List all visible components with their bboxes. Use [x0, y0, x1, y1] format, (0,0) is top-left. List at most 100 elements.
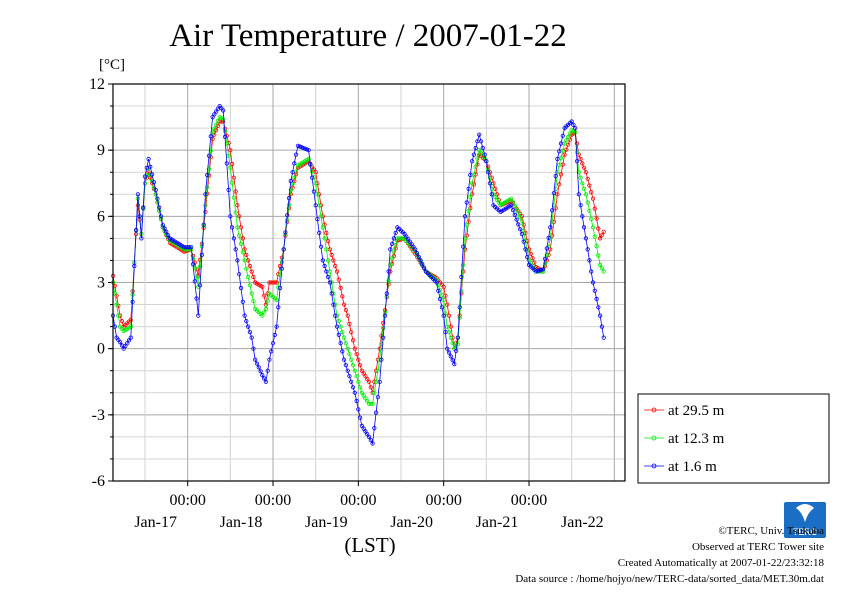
data-point [485, 170, 491, 175]
data-point [345, 346, 350, 351]
data-point [414, 251, 420, 256]
data-point [418, 258, 423, 263]
data-point [578, 156, 583, 162]
x-time-tick-label: 00:00 [169, 492, 205, 509]
data-point [333, 263, 338, 269]
data-point [487, 175, 492, 180]
data-point [315, 192, 320, 197]
y-tick-label: 9 [97, 142, 105, 159]
data-point [521, 228, 526, 233]
data-point [558, 172, 564, 177]
data-point [389, 241, 395, 246]
legend-item: at 1.6 m [644, 459, 717, 475]
data-point [203, 209, 208, 214]
data-point [553, 206, 558, 211]
data-point [146, 156, 151, 162]
data-point [309, 169, 315, 174]
data-point [421, 265, 427, 270]
data-point [439, 305, 444, 310]
legend-box [637, 393, 830, 484]
data-point [457, 305, 462, 310]
data-point [128, 335, 133, 340]
data-point [267, 357, 272, 362]
data-point [237, 272, 242, 277]
data-point [441, 297, 446, 303]
data-point [386, 278, 391, 283]
data-point [599, 324, 605, 329]
data-point [578, 175, 583, 180]
data-point [189, 245, 194, 250]
data-point [214, 122, 219, 127]
data-point [493, 186, 498, 191]
data-point [597, 236, 603, 241]
data-point [198, 283, 203, 288]
data-point [565, 142, 571, 147]
data-point [356, 379, 361, 384]
data-point [565, 134, 571, 139]
data-point [439, 293, 444, 298]
data-point [265, 368, 270, 373]
x-time-tick-label: 00:00 [425, 492, 461, 509]
data-point [445, 346, 450, 351]
data-point [388, 262, 393, 267]
data-point [290, 170, 295, 175]
data-point [230, 180, 235, 185]
data-point [272, 332, 277, 337]
data-point [233, 189, 238, 194]
data-point [587, 258, 592, 263]
data-point [226, 153, 231, 158]
data-point [132, 263, 137, 269]
data-point [135, 192, 140, 197]
data-point [544, 246, 549, 251]
data-point [205, 185, 210, 190]
data-point [187, 245, 192, 250]
data-point [496, 200, 501, 205]
data-point [555, 156, 560, 162]
terc-logo-text: TERC [793, 527, 818, 537]
data-point [352, 368, 357, 373]
data-point [341, 302, 347, 307]
legend-label: at 1.6 m [668, 459, 717, 475]
data-point [288, 187, 293, 192]
data-point [354, 352, 359, 357]
data-point [594, 216, 599, 221]
copyright-text: ©TERC, Univ. Tsukuba [718, 525, 824, 537]
data-point [244, 266, 249, 271]
data-point [251, 299, 256, 304]
data-point [457, 315, 462, 320]
data-point [549, 219, 555, 224]
data-point [263, 306, 268, 312]
data-point [199, 244, 204, 249]
data-point [309, 175, 315, 180]
data-point [521, 239, 526, 244]
data-point [233, 247, 238, 252]
data-point [352, 346, 357, 351]
data-point [251, 346, 256, 351]
data-point [162, 226, 167, 231]
data-point [478, 139, 484, 144]
data-point [589, 269, 594, 274]
data-point [482, 152, 487, 157]
data-point [530, 256, 535, 261]
data-point [215, 118, 220, 124]
data-point [201, 222, 206, 227]
data-point [214, 109, 219, 114]
y-axis-ticks: 12 9 6 3 0 -3 -6 [89, 76, 113, 490]
data-point [596, 226, 601, 231]
series-layer [110, 104, 606, 446]
data-point [493, 194, 498, 200]
x-date-tick-label: Jan-19 [305, 514, 348, 531]
terc-logo: TERC [784, 502, 826, 538]
data-point [587, 208, 592, 213]
data-point [581, 165, 587, 170]
data-point [277, 285, 283, 291]
data-point [590, 225, 596, 230]
data-point [366, 434, 372, 439]
data-point [313, 170, 318, 175]
data-point [574, 159, 580, 164]
data-point [190, 262, 196, 267]
data-point [137, 214, 142, 219]
data-point [237, 214, 242, 219]
data-point [274, 280, 279, 285]
